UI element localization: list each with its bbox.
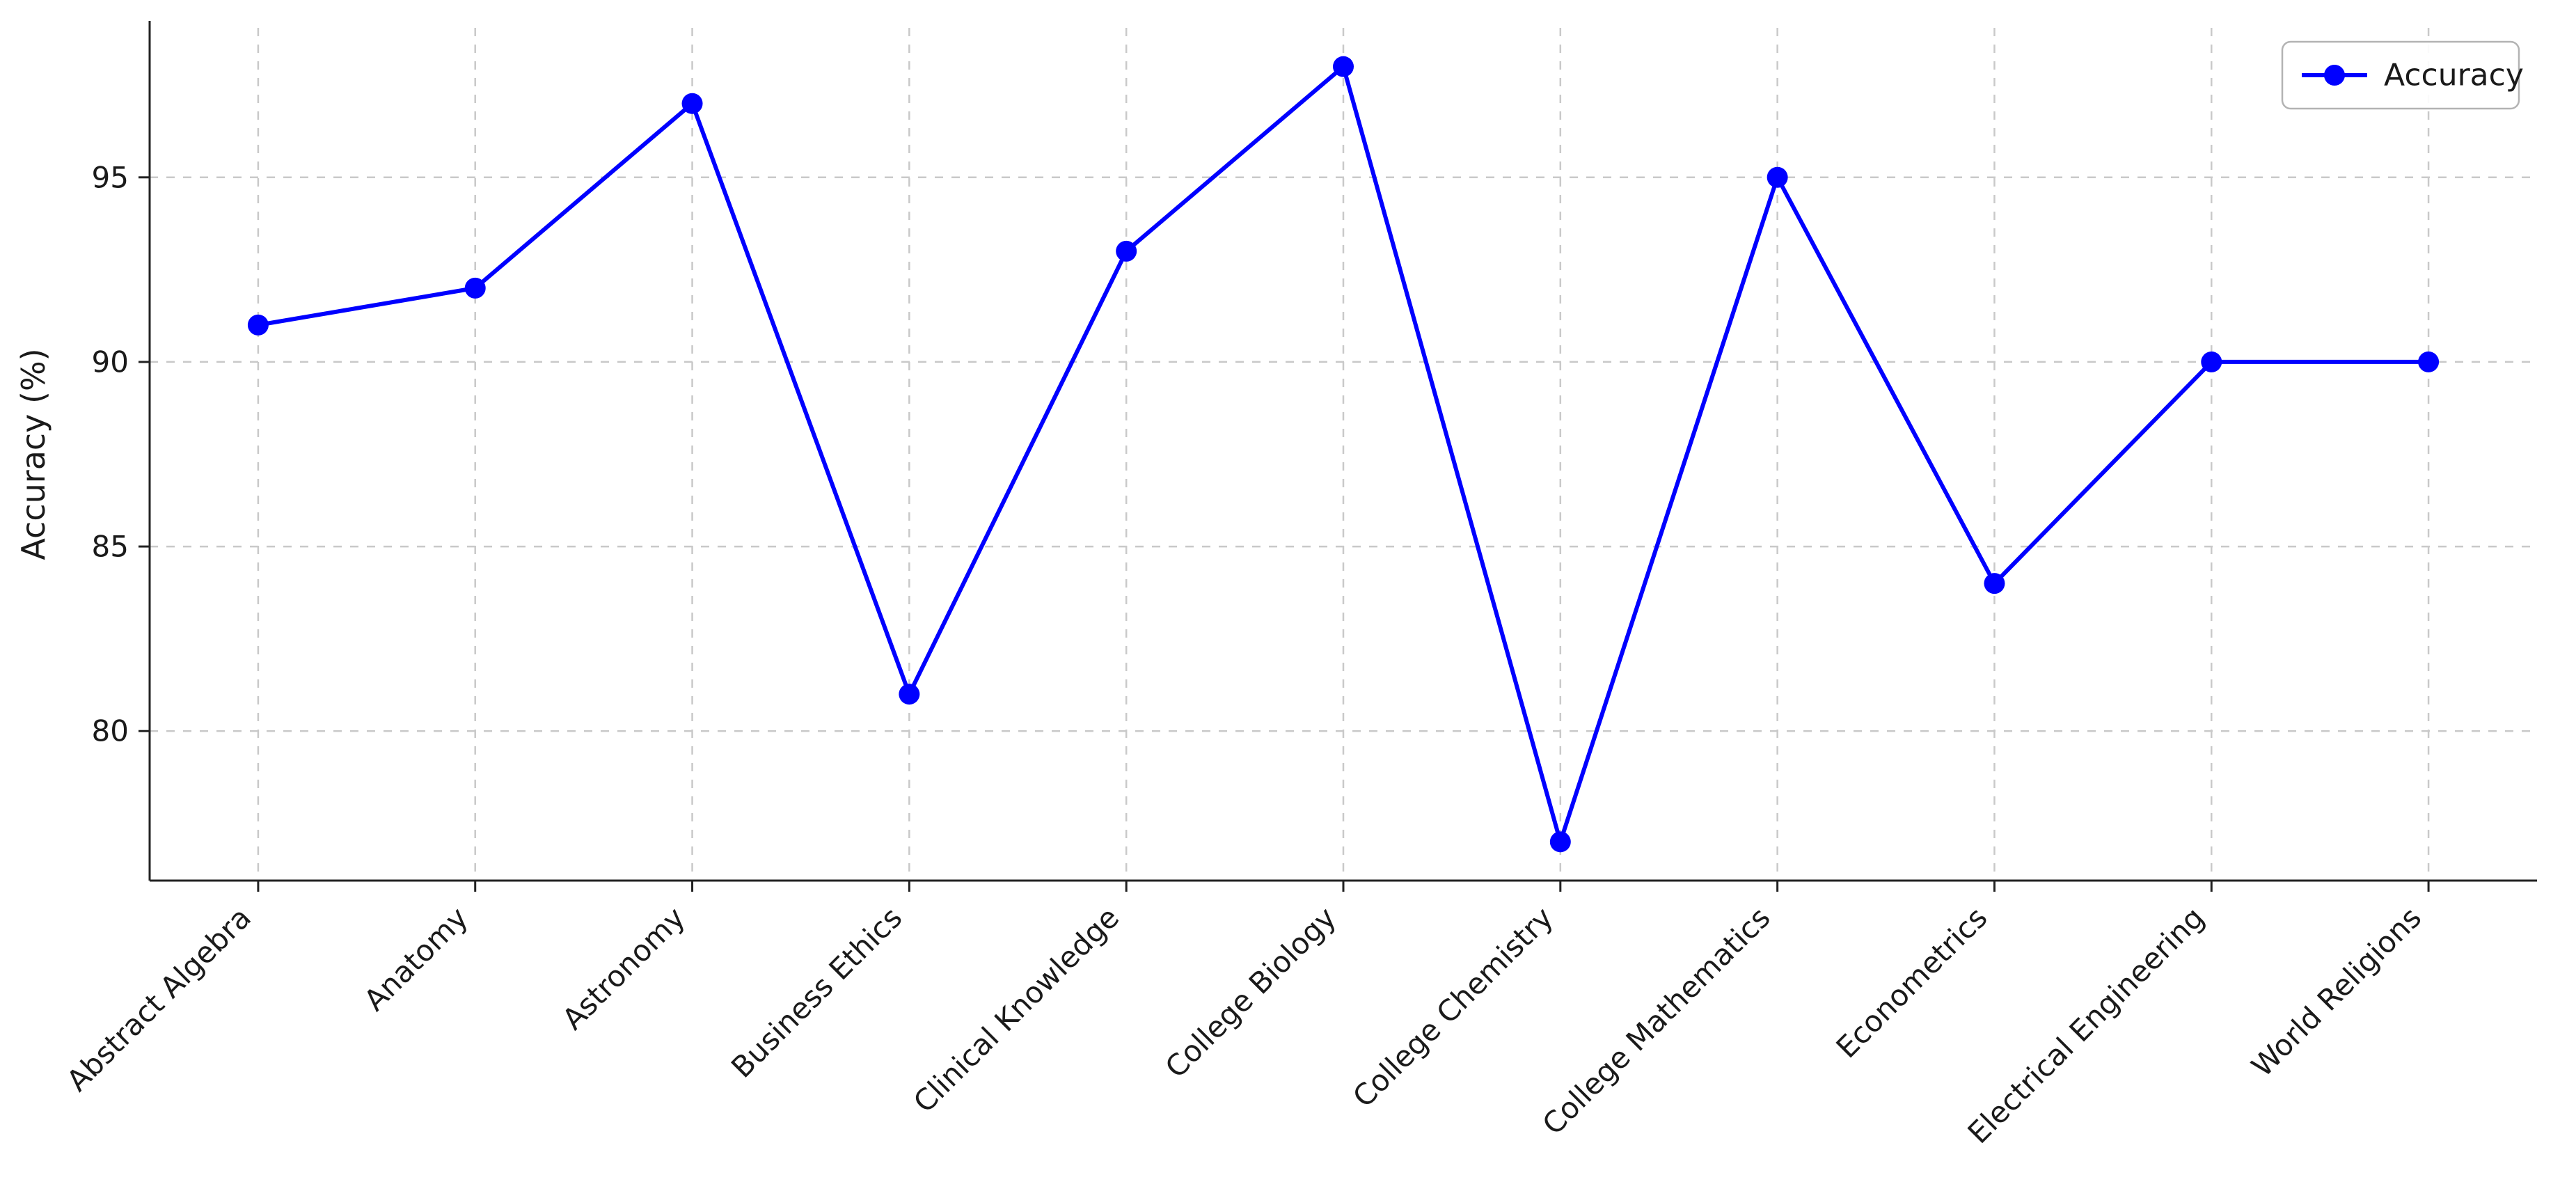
- y-tick-label: 95: [92, 160, 129, 194]
- data-point: [681, 93, 703, 114]
- y-tick-label: 80: [92, 714, 129, 748]
- y-tick-label: 90: [92, 345, 129, 379]
- data-point: [1767, 166, 1788, 188]
- data-point: [1549, 831, 1571, 853]
- legend-marker-sample: [2324, 65, 2345, 86]
- data-point: [1333, 56, 1354, 77]
- data-point: [247, 314, 269, 336]
- data-point: [2201, 351, 2222, 372]
- legend-box: [2281, 40, 2520, 110]
- data-point: [464, 277, 486, 299]
- data-point: [1116, 240, 1137, 262]
- data-point: [2418, 351, 2440, 372]
- y-axis-title: Accuracy (%): [15, 348, 52, 560]
- data-point: [1984, 573, 2005, 594]
- legend-label: Accuracy: [2384, 58, 2524, 93]
- data-point: [899, 684, 920, 705]
- y-tick-label: 85: [92, 530, 129, 564]
